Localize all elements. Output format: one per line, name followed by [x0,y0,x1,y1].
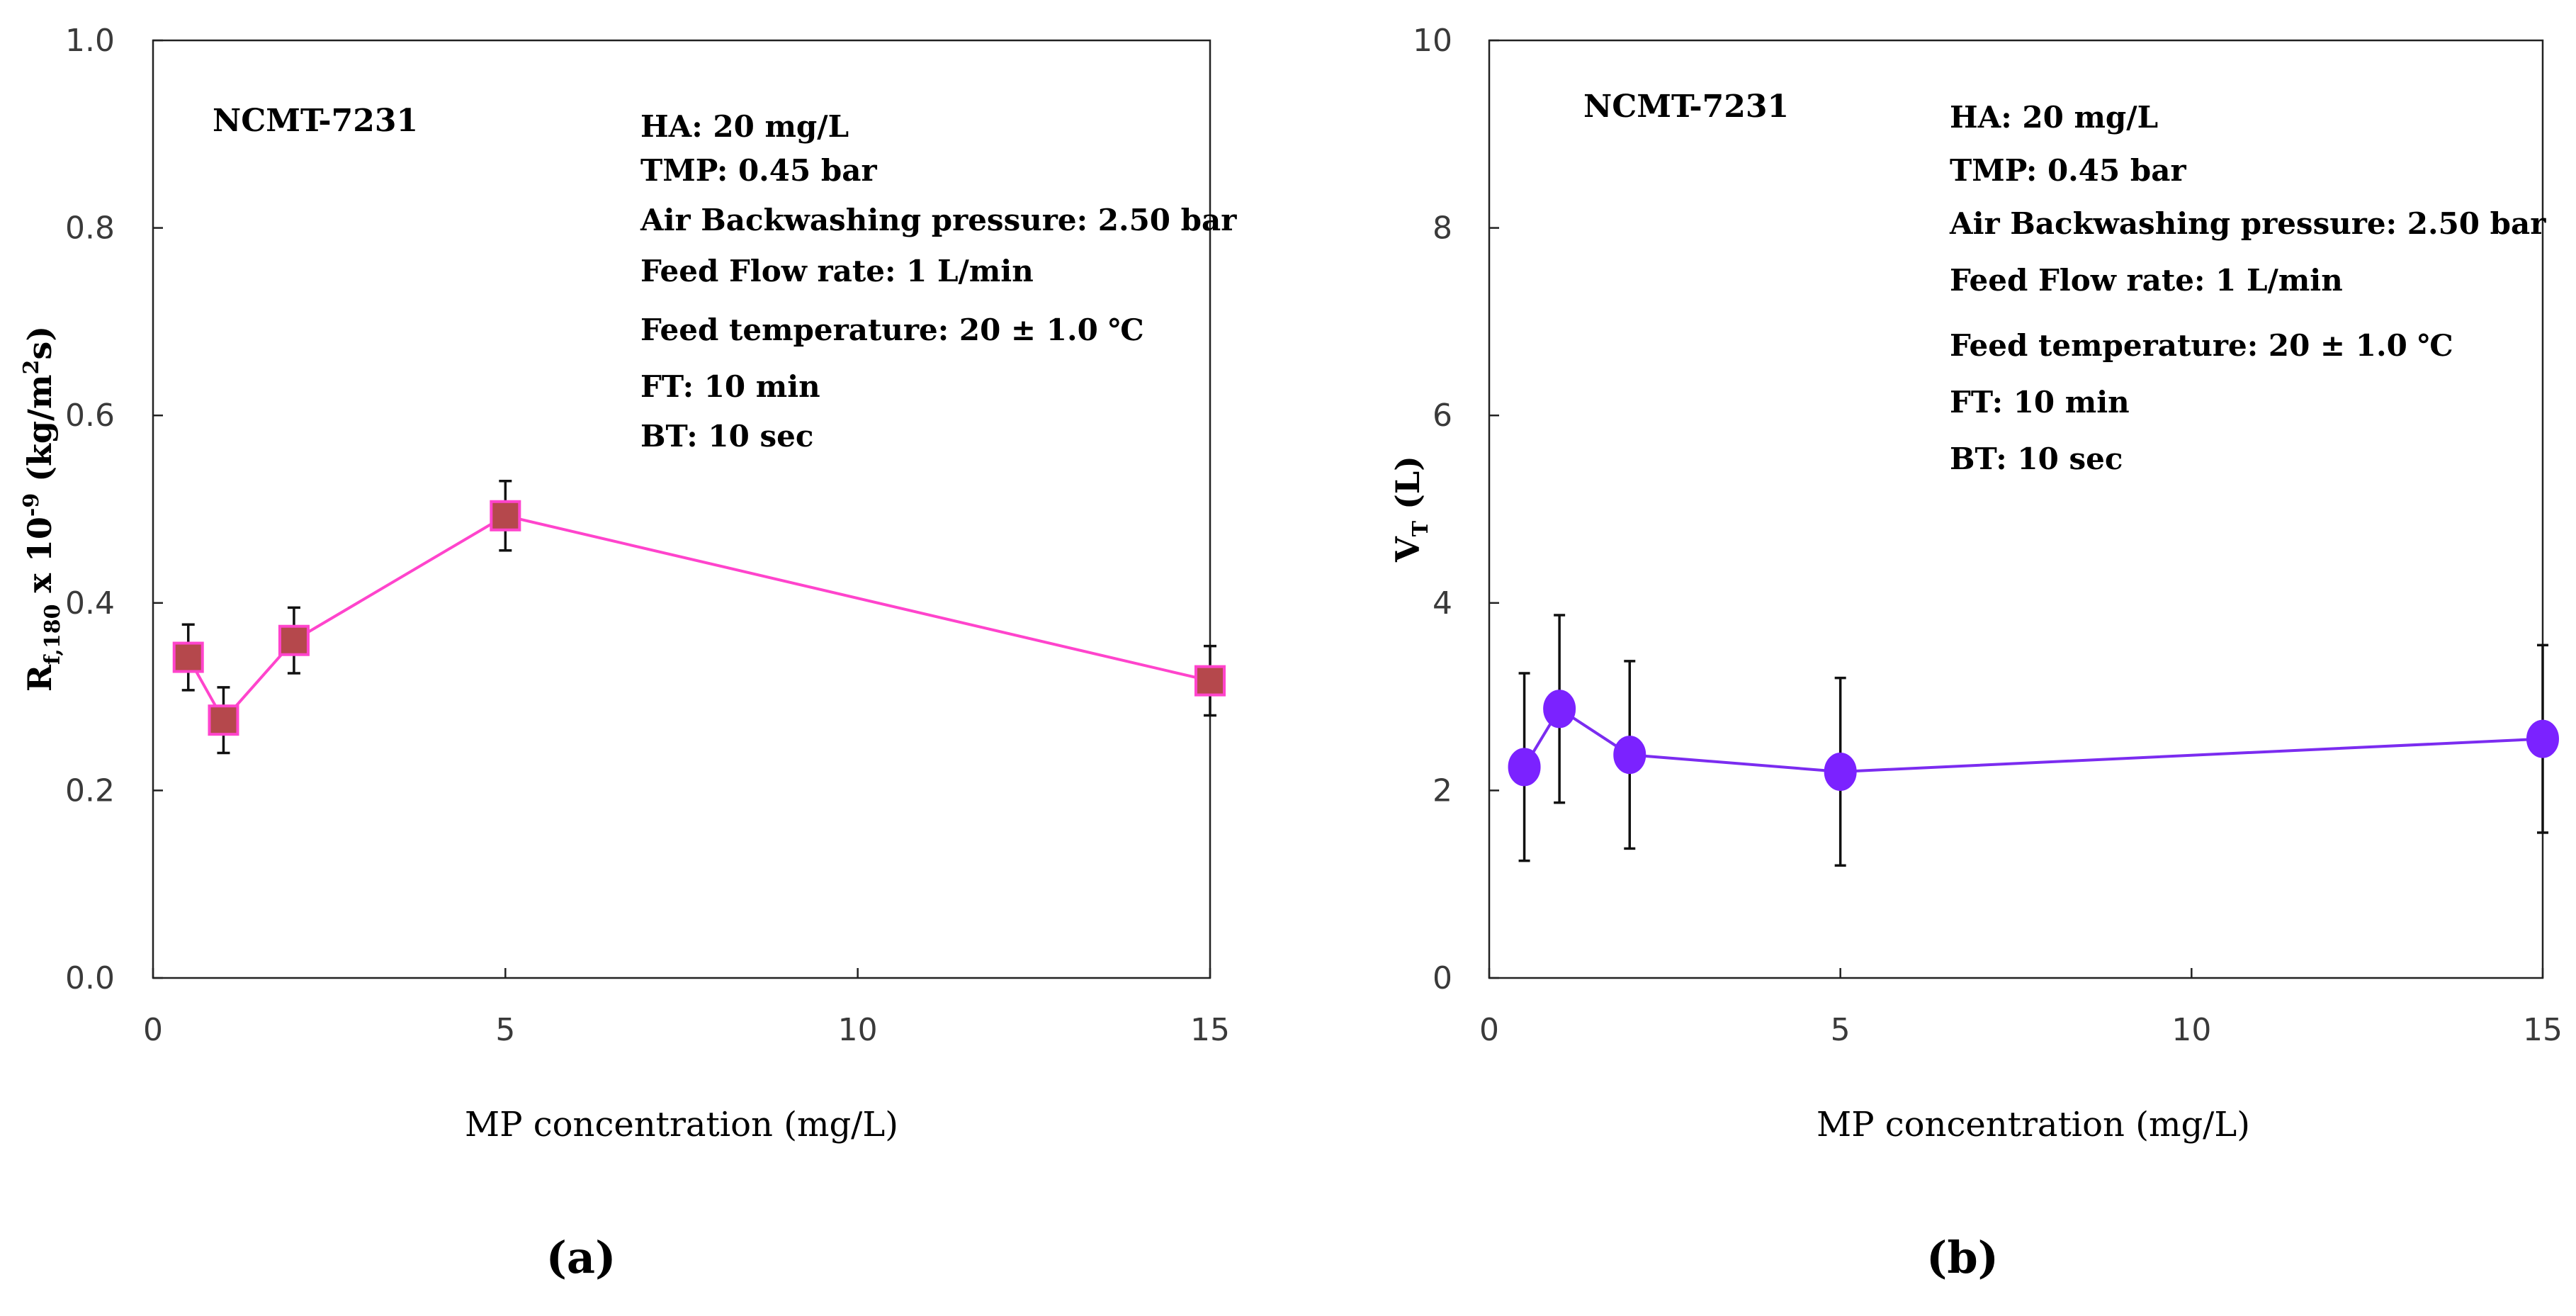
y-tick-label: 0.2 [65,772,115,809]
plot-frame [152,39,1211,979]
data-point [1824,752,1857,791]
y-axis-label-unit-end: s) [21,326,59,360]
condition-text: FT: 10 min [1950,385,2130,420]
panel-label: (b) [1926,1232,1999,1283]
data-point [278,624,310,656]
chart-panel-1: 0 2 4 6 8 10 0 5 10 15 NCMT-7231 HA: 20 mg/L TMP: 0.… [1389,23,2563,1283]
condition-text: HA: 20 mg/L [640,109,849,144]
panel-label: (a) [546,1232,616,1283]
data-point [2526,719,2559,758]
y-axis-label-subscript: f,180 [40,604,65,665]
series-line [186,514,1211,723]
x-tick-label: 10 [838,1012,878,1048]
condition-text: Air Backwashing pressure: 2.50 bar [1949,206,2546,241]
y-axis-label-subscript: T [1408,520,1433,536]
condition-text: HA: 20 mg/L [1950,100,2158,135]
x-tick-label: 5 [495,1012,515,1048]
condition-text: BT: 10 sec [640,419,813,454]
condition-text: FT: 10 min [640,369,820,404]
x-tick-label: 0 [1479,1012,1499,1048]
y-tick-label: 6 [1433,398,1452,434]
condition-text: TMP: 0.45 bar [640,153,877,188]
y-tick-label: 0.8 [65,210,115,247]
y-axis-label-main: V [1389,536,1427,563]
data-point [1613,736,1646,775]
data-point [1194,665,1226,697]
condition-text: Feed Flow rate: 1 L/min [1950,263,2343,298]
y-axis-label-main: R [21,664,59,692]
y-axis-label: VT (L) [1389,456,1433,563]
condition-text: Feed temperature: 20 ± 1.0 ℃ [640,313,1144,347]
data-point [490,500,521,532]
condition-text: Air Backwashing pressure: 2.50 bar [640,203,1237,237]
y-tick-label: 0.4 [65,585,115,622]
y-tick-label: 0.0 [65,960,115,996]
series-line [1523,707,2543,773]
chart-title: NCMT-7231 [213,103,418,139]
x-tick-label: 15 [2523,1012,2563,1048]
condition-text: Feed temperature: 20 ± 1.0 ℃ [1950,328,2453,363]
data-point [172,641,204,673]
y-axis-label-exponent: -9 [19,493,44,517]
x-tick-label: 5 [1831,1012,1851,1048]
y-tick-label: 4 [1433,585,1452,622]
y-tick-label: 2 [1433,772,1452,809]
condition-text: Feed Flow rate: 1 L/min [640,254,1034,288]
y-axis-label-unit: (kg/m [21,374,59,493]
y-axis-label: Rf,180 x 10-9 (kg/m2s) [19,326,65,692]
x-axis-label: MP concentration (mg/L) [1817,1105,2250,1145]
y-tick-label: 8 [1433,210,1452,247]
data-point [208,704,239,736]
y-axis-label-factor: x 10 [21,517,59,604]
y-axis-label-unit-superscript: 2 [19,360,44,375]
data-point [1543,690,1576,729]
y-tick-label: 10 [1413,23,1452,59]
y-tick-label: 0 [1433,960,1452,996]
x-axis-label: MP concentration (mg/L) [465,1105,898,1145]
chart-panel-0: 0.0 0.2 0.4 0.6 0.8 1.0 0 5 10 15 NCMT-7231 HA: 20 … [19,23,1237,1283]
y-tick-label: 0.6 [65,398,115,434]
x-tick-label: 0 [143,1012,163,1048]
chart-title: NCMT-7231 [1583,89,1789,125]
x-tick-label: 10 [2171,1012,2211,1048]
condition-text: BT: 10 sec [1950,442,2123,476]
data-point [1508,748,1541,787]
y-axis-label-unit: (L) [1389,456,1427,521]
plot-frame [1488,39,2544,979]
y-tick-label: 1.0 [65,23,115,59]
condition-text: TMP: 0.45 bar [1950,153,2186,188]
x-tick-label: 15 [1190,1012,1230,1048]
